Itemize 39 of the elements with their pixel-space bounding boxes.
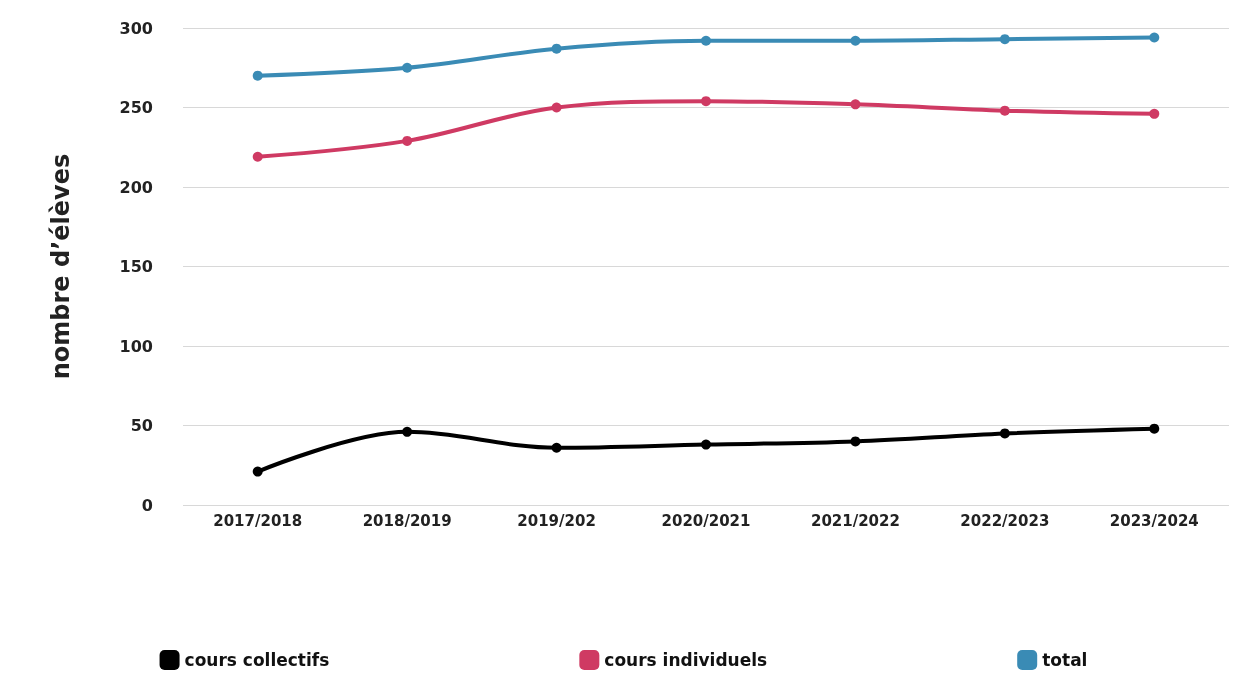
point — [551, 43, 562, 54]
point — [850, 35, 861, 46]
point — [701, 96, 711, 107]
y-tick-label: 250 — [119, 98, 153, 117]
y-axis-title: nombre d’élèves — [47, 153, 75, 380]
legend-label: cours individuels — [604, 650, 768, 670]
point — [701, 439, 711, 450]
x-tick-label: 2021/2022 — [810, 511, 900, 530]
point — [999, 105, 1010, 116]
point — [252, 466, 263, 477]
point — [402, 62, 413, 73]
x-tick-label: 2019/202 — [517, 511, 596, 530]
point — [701, 35, 711, 46]
point — [1149, 32, 1160, 43]
y-tick-label: 0 — [141, 495, 153, 515]
legend-label: cours collectifs — [184, 650, 330, 670]
point — [252, 70, 263, 81]
x-tick-label: 2023/2024 — [1109, 511, 1199, 530]
point — [850, 99, 861, 110]
point — [551, 102, 562, 113]
y-tick-label: 200 — [119, 177, 153, 197]
legend-label: total — [1042, 650, 1088, 670]
x-tick-label: 2022/2023 — [960, 511, 1050, 530]
point — [1149, 423, 1160, 434]
y-tick-label: 300 — [119, 18, 153, 38]
point — [252, 151, 263, 162]
point — [551, 442, 562, 453]
point — [999, 34, 1010, 45]
point — [1149, 108, 1160, 119]
point — [402, 135, 413, 146]
x-tick-label: 2020/2021 — [661, 511, 751, 530]
x-tick-label: 2017/2018 — [213, 511, 303, 530]
y-tick-label: 100 — [119, 336, 153, 356]
point — [850, 436, 861, 447]
point — [402, 426, 413, 437]
y-tick-label: 50 — [130, 416, 153, 435]
y-tick-label: 150 — [119, 257, 153, 276]
point — [999, 428, 1010, 439]
x-tick-label: 2018/2019 — [362, 511, 452, 530]
